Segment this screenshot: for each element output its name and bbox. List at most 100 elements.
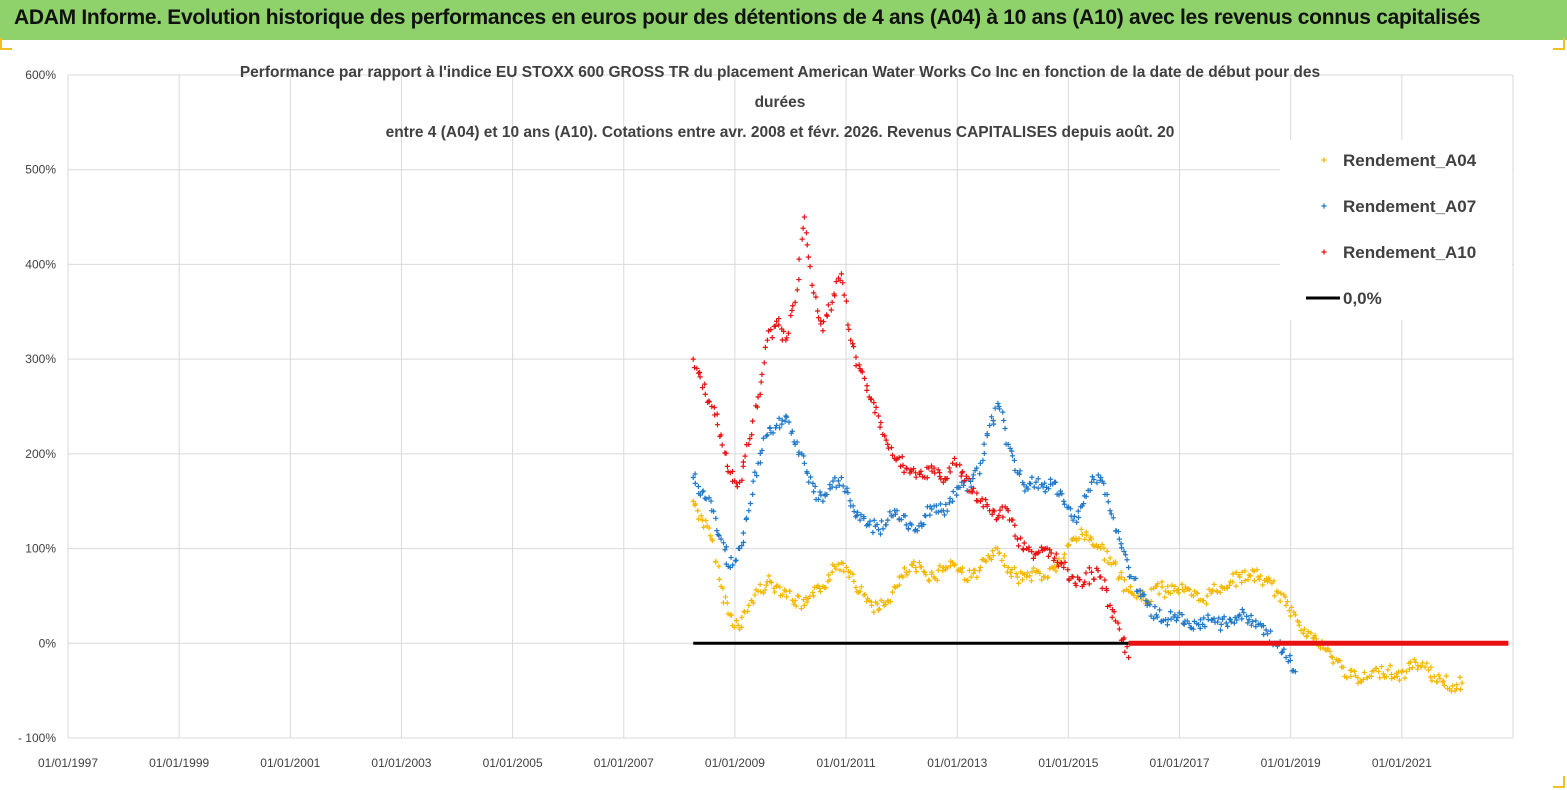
- data-point: [1061, 564, 1067, 571]
- data-point-fill: [990, 548, 996, 554]
- data-point-fill: [1080, 501, 1087, 507]
- data-point-fill: [812, 483, 818, 490]
- data-point: [903, 465, 909, 471]
- data-point-fill: [771, 585, 777, 591]
- data-point-fill: [750, 491, 756, 498]
- data-point-fill: [1056, 492, 1062, 498]
- data-point-fill: [1281, 646, 1287, 652]
- data-point-fill: [897, 463, 904, 469]
- data-point-fill: [934, 577, 940, 583]
- data-point-fill: [757, 581, 763, 588]
- data-point-fill: [874, 601, 880, 607]
- data-point-fill: [815, 496, 822, 502]
- data-point-fill: [859, 369, 865, 375]
- data-point: [1088, 569, 1095, 575]
- data-point-fill: [1275, 589, 1281, 595]
- data-point-fill: [963, 473, 969, 479]
- data-point: [1292, 612, 1298, 618]
- data-point-fill: [714, 528, 720, 534]
- data-point-fill: [711, 508, 717, 514]
- data-point-fill: [714, 422, 721, 428]
- data-point-fill: [924, 475, 930, 481]
- data-point: [792, 299, 798, 305]
- data-point: [912, 564, 919, 571]
- data-point: [764, 432, 770, 438]
- data-point-fill: [861, 515, 867, 522]
- data-point-fill: [762, 344, 768, 350]
- data-point-fill: [1035, 550, 1041, 556]
- data-point-fill: [830, 478, 836, 484]
- data-point-fill: [909, 522, 915, 528]
- data-point-fill: [826, 572, 832, 578]
- data-point: [885, 517, 891, 523]
- data-point-fill: [1242, 577, 1248, 584]
- data-point-fill: [1109, 614, 1115, 620]
- data-point-fill: [1231, 620, 1237, 626]
- data-point-fill: [835, 561, 841, 567]
- data-point-fill: [850, 503, 856, 509]
- data-point-fill: [981, 441, 987, 447]
- data-point-fill: [899, 454, 905, 460]
- data-point-fill: [1048, 550, 1054, 556]
- corner-decoration: [0, 38, 12, 50]
- data-point-fill: [757, 460, 764, 466]
- data-point-fill: [1026, 544, 1032, 550]
- data-point-fill: [739, 477, 745, 483]
- data-point-fill: [1083, 570, 1089, 576]
- data-point: [1292, 669, 1298, 675]
- data-point-fill: [1441, 682, 1447, 689]
- data-point-fill: [983, 497, 989, 503]
- data-point-fill: [766, 573, 772, 579]
- data-point-fill: [873, 404, 879, 410]
- data-point-fill: [858, 512, 864, 518]
- data-point: [1005, 564, 1011, 571]
- corner-decoration: [1553, 38, 1565, 50]
- data-point: [1237, 612, 1243, 618]
- data-point-fill: [937, 563, 943, 569]
- data-point-fill: [1287, 653, 1293, 659]
- y-tick-label: 600%: [25, 68, 56, 82]
- data-point-fill: [909, 562, 915, 568]
- data-point-fill: [1156, 591, 1162, 597]
- data-point-fill: [712, 412, 718, 418]
- data-point-fill: [1148, 586, 1154, 592]
- data-point-fill: [1205, 612, 1211, 618]
- data-point-fill: [1099, 541, 1105, 548]
- data-point-fill: [844, 485, 850, 491]
- data-point: [922, 569, 928, 575]
- data-point-fill: [818, 321, 824, 327]
- data-point: [690, 356, 696, 362]
- data-point-fill: [1282, 594, 1288, 600]
- data-point-fill: [837, 567, 843, 573]
- data-point-fill: [833, 566, 839, 572]
- data-point-fill: [1027, 481, 1034, 487]
- data-point-fill: [1148, 613, 1154, 619]
- data-point-fill: [742, 609, 748, 615]
- data-point-fill: [820, 319, 827, 325]
- data-point-fill: [1251, 578, 1258, 584]
- data-point-fill: [729, 468, 736, 475]
- data-point-fill: [763, 582, 769, 588]
- data-point: [736, 545, 743, 552]
- data-point-fill: [759, 371, 765, 378]
- data-point: [903, 522, 909, 528]
- data-point: [838, 271, 845, 277]
- data-point-fill: [883, 437, 889, 443]
- data-point-fill: [896, 582, 902, 588]
- data-point: [1283, 654, 1289, 661]
- data-point-fill: [824, 313, 830, 319]
- data-point-fill: [1167, 590, 1173, 596]
- data-point-fill: [1225, 623, 1231, 629]
- data-point-fill: [740, 539, 747, 545]
- data-point-fill: [1233, 583, 1239, 589]
- data-point-fill: [1007, 570, 1014, 576]
- data-point-fill: [740, 459, 746, 465]
- data-point: [838, 474, 845, 481]
- data-point: [931, 465, 937, 471]
- data-point-fill: [944, 475, 950, 482]
- data-point-fill: [970, 472, 976, 478]
- data-point-fill: [1016, 471, 1023, 477]
- data-point-fill: [1260, 582, 1266, 588]
- data-point-fill: [1001, 563, 1008, 569]
- data-point-fill: [871, 609, 877, 615]
